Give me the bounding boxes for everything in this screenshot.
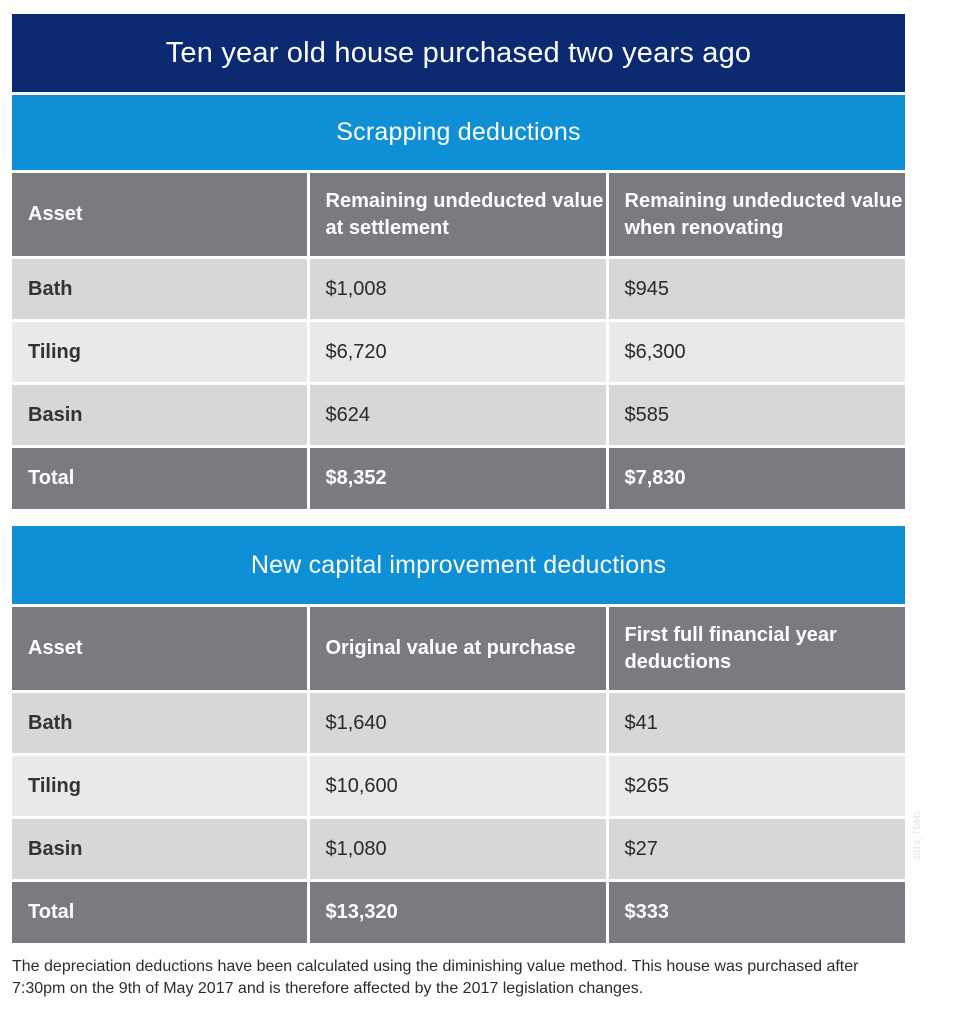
value-cell: $624: [306, 382, 609, 448]
value-cell: $10,600: [306, 753, 609, 819]
table-row: Basin $624 $585: [12, 382, 905, 448]
asset-cell: Tiling: [12, 753, 310, 819]
table-row: Basin $1,080 $27: [12, 816, 905, 882]
asset-cell: Tiling: [12, 319, 310, 385]
side-reference-mark: 2018_TDM1: [912, 810, 922, 860]
column-header-value-renovating: Remaining undeducted value when renovati…: [605, 170, 905, 259]
column-header-value-settlement: Remaining undeducted value at settlement: [306, 170, 609, 259]
total-value: $7,830: [605, 445, 905, 512]
total-label: Total: [12, 445, 310, 512]
value-cell: $27: [605, 816, 905, 882]
value-cell: $265: [605, 753, 905, 819]
value-cell: $945: [605, 256, 905, 322]
section-heading-capital-improvement: New capital improvement deductions: [12, 526, 905, 604]
total-label: Total: [12, 879, 310, 946]
asset-cell: Basin: [12, 816, 310, 882]
column-header-asset: Asset: [12, 170, 310, 259]
table-header-row: Asset Original value at purchase First f…: [12, 604, 905, 693]
value-cell: $41: [605, 690, 905, 756]
table-row: Tiling $6,720 $6,300: [12, 319, 905, 385]
table-row: Bath $1,640 $41: [12, 690, 905, 756]
asset-cell: Bath: [12, 256, 310, 322]
column-header-original-value: Original value at purchase: [306, 604, 609, 693]
deductions-infographic: Ten year old house purchased two years a…: [12, 14, 905, 946]
value-cell: $6,300: [605, 319, 905, 385]
total-value: $13,320: [306, 879, 609, 946]
asset-cell: Basin: [12, 382, 310, 448]
page-title: Ten year old house purchased two years a…: [12, 14, 905, 92]
value-cell: $585: [605, 382, 905, 448]
table-row: Bath $1,008 $945: [12, 256, 905, 322]
total-row: Total $8,352 $7,830: [12, 445, 905, 512]
total-value: $8,352: [306, 445, 609, 512]
capital-improvement-table: Asset Original value at purchase First f…: [12, 604, 905, 946]
table-row: Tiling $10,600 $265: [12, 753, 905, 819]
total-row: Total $13,320 $333: [12, 879, 905, 946]
total-value: $333: [605, 879, 905, 946]
column-header-asset: Asset: [12, 604, 310, 693]
value-cell: $1,080: [306, 816, 609, 882]
column-header-first-year-deductions: First full financial year deductions: [605, 604, 905, 693]
value-cell: $6,720: [306, 319, 609, 385]
table-header-row: Asset Remaining undeducted value at sett…: [12, 170, 905, 259]
value-cell: $1,008: [306, 256, 609, 322]
asset-cell: Bath: [12, 690, 310, 756]
scrapping-deductions-table: Asset Remaining undeducted value at sett…: [12, 170, 905, 512]
footnote: The depreciation deductions have been ca…: [12, 958, 859, 997]
section-heading-scrapping: Scrapping deductions: [12, 92, 905, 170]
value-cell: $1,640: [306, 690, 609, 756]
